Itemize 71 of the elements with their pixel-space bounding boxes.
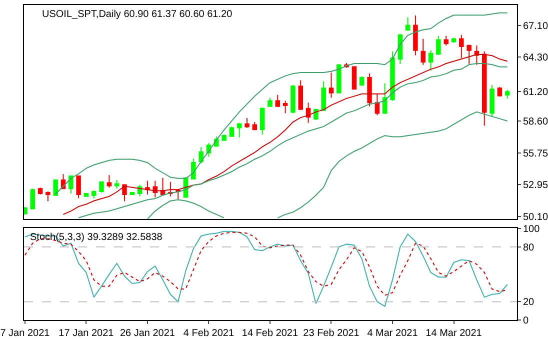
candlestick — [252, 121, 258, 130]
candlestick — [359, 76, 364, 86]
candlestick — [244, 118, 250, 128]
y-tick-label: 55.75 — [523, 148, 548, 160]
candlestick — [428, 50, 434, 72]
x-tick-label: 7 Jan 2021 — [0, 328, 50, 339]
candlestick — [482, 50, 487, 126]
candlestick — [336, 63, 342, 94]
candlestick — [236, 122, 242, 138]
candlestick — [152, 180, 158, 198]
candlestick — [382, 82, 388, 114]
line-series — [24, 232, 508, 296]
candlestick — [390, 50, 395, 102]
x-tick-label: 17 Jan 2021 — [58, 328, 114, 339]
y-tick-label: 50.10 — [523, 212, 548, 224]
candlestick — [420, 38, 426, 66]
candlestick — [459, 34, 464, 59]
candlestick — [46, 191, 50, 202]
candlestick — [53, 179, 58, 196]
candlestick — [198, 146, 204, 164]
x-tick-label: 14 Mar 2021 — [426, 328, 482, 339]
candlestick — [229, 126, 234, 137]
y-tick-label: 20 — [523, 297, 535, 308]
y-tick-label: 100 — [523, 224, 540, 236]
candlestick — [114, 179, 120, 190]
x-tick-label: 26 Jan 2021 — [120, 328, 176, 339]
candlestick — [282, 100, 288, 114]
candlestick — [191, 158, 196, 180]
candlestick — [99, 181, 104, 193]
candlestick — [298, 80, 303, 110]
x-tick-label: 23 Feb 2021 — [303, 328, 360, 339]
candlestick — [268, 97, 272, 107]
candlestick — [504, 89, 510, 99]
y-tick-label: 67.10 — [523, 20, 548, 32]
candlestick — [436, 35, 441, 55]
candlestick — [328, 72, 334, 98]
y-tick-label: 52.95 — [523, 180, 548, 192]
candlestick — [497, 86, 502, 96]
candlestick — [76, 176, 81, 199]
candlestick — [490, 84, 494, 118]
y-tick-label: 64.30 — [523, 52, 548, 64]
y-tick-label: 80 — [523, 242, 535, 254]
y-tick-label: 0 — [523, 316, 529, 326]
candlestick — [367, 73, 372, 107]
y-tick-label: 61.20 — [523, 87, 548, 98]
x-tick-label: 14 Feb 2021 — [242, 328, 298, 339]
candlestick — [222, 134, 226, 141]
candlestick — [260, 106, 265, 135]
candlestick — [466, 44, 472, 64]
candlestick — [306, 102, 311, 124]
x-tick-label: 4 Mar 2021 — [367, 328, 418, 339]
y-tick-label: 58.60 — [523, 116, 548, 128]
candlestick — [275, 94, 280, 107]
candlestick — [106, 174, 112, 188]
candlestick — [444, 35, 448, 46]
candlestick — [352, 66, 357, 90]
x-tick-label: 4 Feb 2021 — [183, 328, 234, 339]
chart-title: USOIL_SPT,Daily 60.90 61.37 60.60 61.20 — [42, 9, 233, 20]
candlestick — [374, 93, 380, 116]
candlestick — [68, 176, 74, 194]
candlestick — [84, 192, 89, 197]
candlestick — [321, 80, 326, 111]
candlestick — [145, 180, 150, 195]
candlestick — [405, 16, 410, 31]
candlestick — [413, 15, 418, 56]
candlestick — [30, 188, 35, 210]
line-series — [24, 230, 508, 307]
candlestick — [290, 84, 296, 114]
candlestick — [38, 187, 43, 195]
candlestick — [91, 190, 96, 199]
candlestick — [160, 177, 166, 195]
